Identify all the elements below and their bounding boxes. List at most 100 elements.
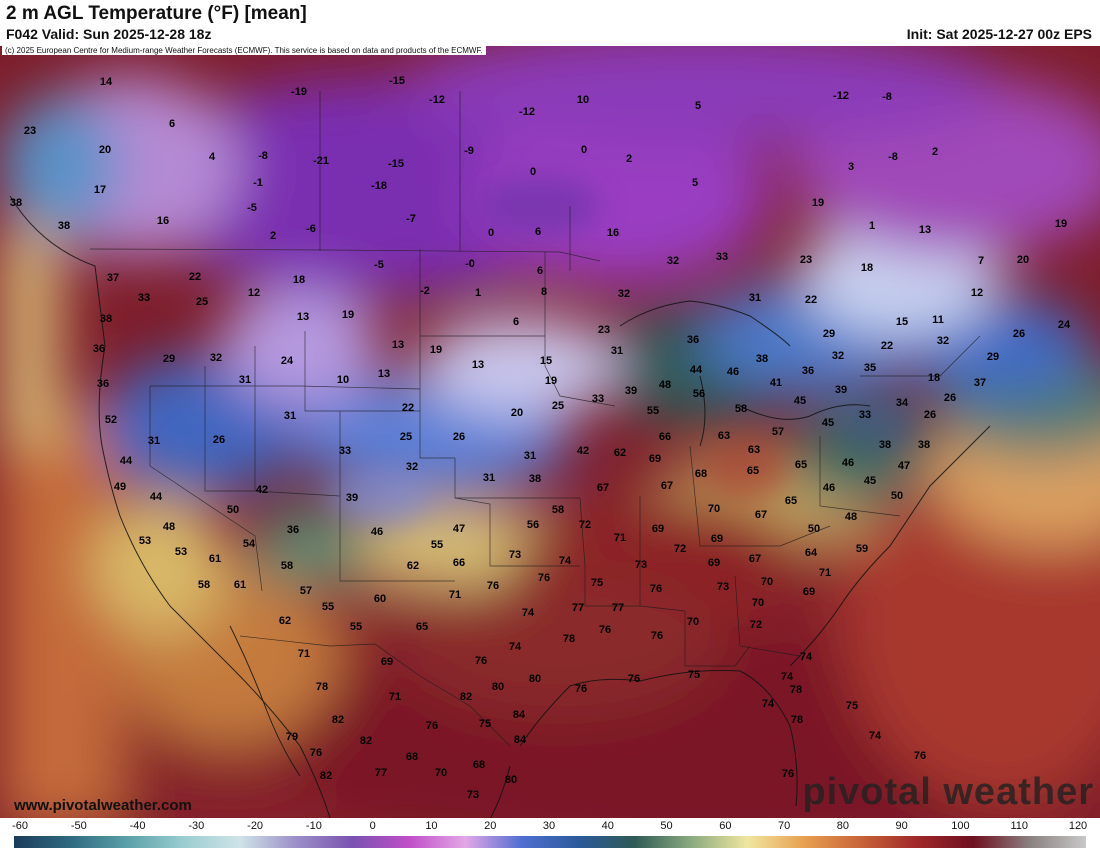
temperature-label: 69 bbox=[802, 586, 816, 598]
temperature-label: 65 bbox=[794, 459, 808, 471]
temperature-label: -1 bbox=[253, 177, 263, 189]
temperature-label: 59 bbox=[855, 543, 869, 555]
temperature-label: 63 bbox=[717, 430, 731, 442]
temperature-label: 17 bbox=[93, 184, 107, 196]
temperature-label: 54 bbox=[242, 538, 256, 550]
temperature-label: 19 bbox=[341, 309, 355, 321]
temperature-label: -2 bbox=[420, 285, 430, 297]
temperature-label: 18 bbox=[292, 274, 306, 286]
temperature-label: 72 bbox=[749, 619, 763, 631]
scale-tick-label: -20 bbox=[247, 820, 264, 832]
temperature-label: 73 bbox=[716, 581, 730, 593]
temperature-label: 12 bbox=[970, 287, 984, 299]
temperature-field bbox=[0, 46, 1100, 818]
temperature-label: 31 bbox=[283, 410, 297, 422]
temperature-label: 79 bbox=[285, 731, 299, 743]
temperature-label: 3 bbox=[847, 161, 855, 173]
temperature-label: 38 bbox=[917, 439, 931, 451]
temperature-label: 58 bbox=[551, 504, 565, 516]
temperature-label: 38 bbox=[528, 473, 542, 485]
temperature-label: 36 bbox=[92, 343, 106, 355]
temperature-label: 74 bbox=[508, 641, 522, 653]
temperature-label: -12 bbox=[833, 90, 849, 102]
temperature-label: 62 bbox=[278, 615, 292, 627]
temperature-label: 50 bbox=[890, 490, 904, 502]
temperature-label: 38 bbox=[878, 439, 892, 451]
temperature-label: 16 bbox=[606, 227, 620, 239]
init-time: Init: Sat 2025-12-27 00z EPS bbox=[906, 26, 1092, 42]
temperature-label: 8 bbox=[540, 286, 548, 298]
temperature-label: 67 bbox=[660, 480, 674, 492]
website-url[interactable]: www.pivotalweather.com bbox=[14, 797, 192, 814]
temperature-label: 24 bbox=[1057, 319, 1071, 331]
temperature-label: 63 bbox=[747, 444, 761, 456]
temperature-label: 77 bbox=[611, 602, 625, 614]
temperature-label: 18 bbox=[860, 262, 874, 274]
temperature-label: 77 bbox=[571, 602, 585, 614]
temperature-label: 29 bbox=[162, 353, 176, 365]
temperature-label: 57 bbox=[771, 426, 785, 438]
temperature-label: 77 bbox=[374, 767, 388, 779]
temperature-label: 80 bbox=[528, 673, 542, 685]
temperature-label: 7 bbox=[977, 255, 985, 267]
temperature-label: 13 bbox=[918, 224, 932, 236]
color-scale: -60 -50 -40 -30 -20 -10 0 10 20 30 40 50 60 70 80 90 100… bbox=[0, 818, 1100, 850]
temperature-label: 41 bbox=[769, 377, 783, 389]
temperature-label: 74 bbox=[799, 651, 813, 663]
temperature-label: 33 bbox=[137, 292, 151, 304]
temperature-label: 16 bbox=[156, 215, 170, 227]
temperature-label: 70 bbox=[751, 597, 765, 609]
temperature-label: 6 bbox=[534, 226, 542, 238]
temperature-label: 31 bbox=[147, 435, 161, 447]
temperature-label: 1 bbox=[868, 220, 876, 232]
temperature-label: 22 bbox=[804, 294, 818, 306]
temperature-label: 76 bbox=[650, 630, 664, 642]
temperature-label: 19 bbox=[544, 375, 558, 387]
temperature-label: 69 bbox=[651, 523, 665, 535]
temperature-label: 31 bbox=[482, 472, 496, 484]
temperature-label: 2 bbox=[269, 230, 277, 242]
temperature-label: 47 bbox=[897, 460, 911, 472]
temperature-label: 48 bbox=[162, 521, 176, 533]
temperature-label: 46 bbox=[841, 457, 855, 469]
temperature-label: 31 bbox=[238, 374, 252, 386]
temperature-label: 75 bbox=[590, 577, 604, 589]
temperature-label: 69 bbox=[380, 656, 394, 668]
scale-tick-label: -30 bbox=[188, 820, 205, 832]
temperature-label: 12 bbox=[247, 287, 261, 299]
temperature-label: 26 bbox=[943, 392, 957, 404]
temperature-label: 38 bbox=[57, 220, 71, 232]
temperature-label: 29 bbox=[986, 351, 1000, 363]
temperature-label: 33 bbox=[591, 393, 605, 405]
scale-tick-label: 80 bbox=[836, 820, 849, 832]
temperature-label: 67 bbox=[596, 482, 610, 494]
temperature-label: 55 bbox=[321, 601, 335, 613]
temperature-label: 10 bbox=[336, 374, 350, 386]
temperature-label: 19 bbox=[1054, 218, 1068, 230]
temperature-label: 76 bbox=[598, 624, 612, 636]
temperature-label: 73 bbox=[634, 559, 648, 571]
temperature-label: 71 bbox=[818, 567, 832, 579]
temperature-label: 13 bbox=[391, 339, 405, 351]
temperature-label: 76 bbox=[781, 768, 795, 780]
scale-tick-label: 40 bbox=[601, 820, 614, 832]
temperature-label: 75 bbox=[478, 718, 492, 730]
temperature-label: 74 bbox=[558, 555, 572, 567]
temperature-label: 39 bbox=[624, 385, 638, 397]
temperature-label: 76 bbox=[486, 580, 500, 592]
temperature-label: 14 bbox=[99, 76, 113, 88]
temperature-label: 82 bbox=[331, 714, 345, 726]
temperature-label: 32 bbox=[617, 288, 631, 300]
temperature-label: 5 bbox=[691, 177, 699, 189]
temperature-label: 13 bbox=[377, 368, 391, 380]
temperature-label: 58 bbox=[197, 579, 211, 591]
scale-bar bbox=[14, 836, 1086, 848]
temperature-map: (c) 2025 European Centre for Medium-rang… bbox=[0, 46, 1100, 818]
temperature-label: 72 bbox=[673, 543, 687, 555]
temperature-label: 26 bbox=[212, 434, 226, 446]
valid-time: F042 Valid: Sun 2025-12-28 18z bbox=[6, 26, 212, 42]
temperature-label: 23 bbox=[799, 254, 813, 266]
temperature-label: 35 bbox=[863, 362, 877, 374]
temperature-label: 0 bbox=[529, 166, 537, 178]
temperature-label: 38 bbox=[99, 313, 113, 325]
